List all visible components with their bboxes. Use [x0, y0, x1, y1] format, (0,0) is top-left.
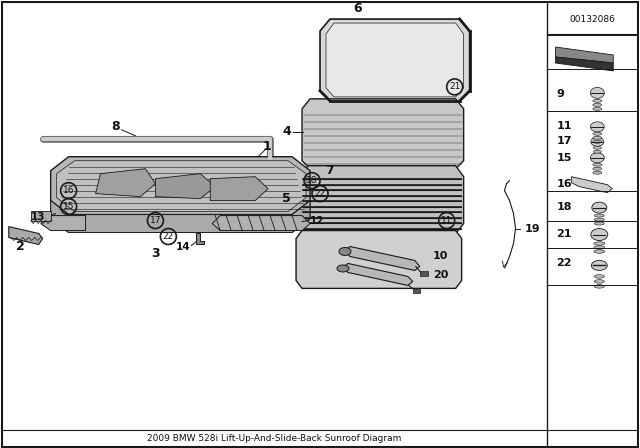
Text: 11: 11 — [441, 216, 452, 225]
Ellipse shape — [593, 99, 602, 102]
Text: 22: 22 — [314, 189, 326, 198]
Polygon shape — [41, 215, 86, 231]
Polygon shape — [326, 23, 463, 97]
Ellipse shape — [593, 163, 602, 166]
Text: 15: 15 — [556, 153, 572, 163]
Text: 16: 16 — [63, 186, 74, 195]
Ellipse shape — [590, 122, 604, 132]
Ellipse shape — [590, 87, 604, 99]
Ellipse shape — [594, 246, 605, 249]
Ellipse shape — [595, 222, 604, 225]
Text: 6: 6 — [353, 2, 362, 15]
Ellipse shape — [593, 150, 602, 153]
Ellipse shape — [594, 242, 605, 245]
Text: 21: 21 — [449, 82, 460, 91]
Text: 17: 17 — [150, 216, 161, 225]
Polygon shape — [300, 166, 463, 233]
Polygon shape — [156, 174, 215, 198]
Ellipse shape — [593, 171, 602, 174]
Text: 18: 18 — [307, 176, 318, 185]
Text: 16: 16 — [556, 179, 572, 189]
Text: 14: 14 — [176, 241, 190, 251]
Polygon shape — [345, 246, 420, 271]
Ellipse shape — [593, 140, 602, 143]
Text: 00132086: 00132086 — [570, 15, 615, 24]
Text: 17: 17 — [556, 136, 572, 146]
Bar — [420, 271, 428, 276]
Polygon shape — [296, 231, 461, 289]
Ellipse shape — [593, 108, 602, 110]
Text: 11: 11 — [556, 121, 572, 131]
Polygon shape — [57, 161, 306, 211]
Text: 15: 15 — [63, 202, 74, 211]
Text: 10: 10 — [433, 251, 448, 262]
Ellipse shape — [590, 153, 604, 163]
Text: 22: 22 — [163, 232, 174, 241]
Ellipse shape — [591, 137, 604, 146]
Polygon shape — [302, 99, 463, 169]
Text: 20: 20 — [433, 271, 448, 280]
Text: 2009 BMW 528i Lift-Up-And-Slide-Back Sunroof Diagram: 2009 BMW 528i Lift-Up-And-Slide-Back Sun… — [147, 434, 401, 443]
Polygon shape — [51, 157, 310, 215]
Polygon shape — [212, 215, 310, 231]
Text: 2: 2 — [17, 240, 25, 253]
Polygon shape — [320, 19, 470, 101]
Ellipse shape — [595, 280, 604, 283]
Text: 22: 22 — [556, 258, 572, 268]
Ellipse shape — [592, 202, 607, 213]
Ellipse shape — [595, 275, 604, 278]
Text: 18: 18 — [556, 202, 572, 211]
Polygon shape — [343, 263, 413, 285]
Polygon shape — [556, 57, 613, 71]
Text: 8: 8 — [111, 121, 120, 134]
Ellipse shape — [595, 218, 604, 221]
Text: 21: 21 — [556, 228, 572, 238]
Ellipse shape — [593, 146, 602, 149]
Text: 13: 13 — [31, 211, 45, 222]
Polygon shape — [95, 169, 156, 197]
Text: 5: 5 — [282, 192, 291, 205]
Polygon shape — [51, 201, 310, 233]
Ellipse shape — [339, 247, 351, 255]
Text: 4: 4 — [282, 125, 291, 138]
Ellipse shape — [593, 132, 602, 135]
Bar — [413, 289, 420, 293]
Polygon shape — [556, 47, 613, 63]
Polygon shape — [211, 177, 268, 201]
Text: 7: 7 — [326, 164, 334, 177]
Polygon shape — [9, 227, 43, 245]
Ellipse shape — [593, 136, 602, 139]
Polygon shape — [572, 177, 612, 193]
Ellipse shape — [595, 214, 604, 217]
Text: 3: 3 — [151, 247, 160, 260]
Polygon shape — [51, 201, 68, 233]
Ellipse shape — [593, 167, 602, 170]
Ellipse shape — [594, 250, 605, 253]
Polygon shape — [196, 233, 204, 244]
Text: 19: 19 — [525, 224, 540, 233]
Ellipse shape — [593, 103, 602, 106]
Ellipse shape — [591, 228, 608, 241]
Ellipse shape — [337, 265, 349, 272]
Text: 12: 12 — [310, 215, 324, 225]
Text: 1: 1 — [263, 140, 271, 153]
Polygon shape — [31, 211, 51, 220]
Polygon shape — [292, 201, 310, 233]
Text: 9: 9 — [556, 89, 564, 99]
Ellipse shape — [595, 284, 604, 288]
Ellipse shape — [591, 260, 607, 271]
